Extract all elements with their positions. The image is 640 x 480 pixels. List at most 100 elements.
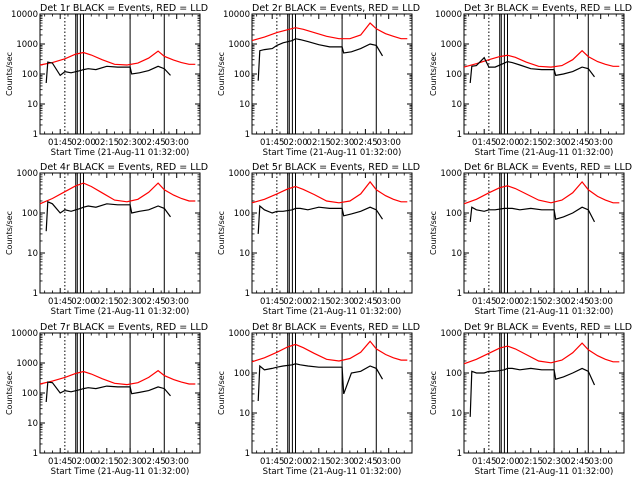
y-axis-label: Counts/sec	[429, 371, 438, 415]
y-tick-label: 10	[239, 100, 250, 110]
y-tick-label: 10	[451, 249, 462, 259]
y-tick-label: 100	[234, 70, 250, 80]
x-axis-label: Start Time (21-Aug-11 01:32:00)	[51, 307, 190, 317]
panel-det-2: Det 2r BLACK = Events, RED = LLD 1 10 100 10…	[217, 3, 420, 158]
plot-frame	[251, 332, 413, 454]
x-tick-label: 02:45	[353, 457, 378, 467]
x-tick-label: 02:30	[118, 138, 143, 148]
y-tick-label: 100	[22, 209, 38, 219]
x-tick-label: 02:00	[283, 457, 308, 467]
x-axis-label: Start Time (21-Aug-11 01:32:00)	[263, 307, 402, 317]
y-tick-label: 100	[446, 209, 462, 219]
x-tick-label: 01:45	[48, 297, 73, 307]
series-line-events	[257, 38, 384, 81]
x-tick-label: 03:00	[164, 457, 189, 467]
y-tick-label: 1000	[440, 169, 462, 179]
x-axis-label: Start Time (21-Aug-11 01:32:00)	[51, 467, 190, 477]
y-tick-label: 10	[27, 249, 38, 259]
plot-title: Det 7r BLACK = Events, RED = LLD	[40, 322, 208, 333]
series-line-events	[257, 204, 384, 234]
plot-title: Det 6r BLACK = Events, RED = LLD	[464, 162, 632, 173]
x-tick-label: 02:45	[141, 138, 166, 148]
plot-frame	[39, 172, 201, 294]
panel-det-8: Det 8r BLACK = Events, RED = LLD 1 10 100 10…	[217, 322, 420, 477]
plot-frame	[251, 13, 413, 135]
x-tick-label: 02:15	[307, 457, 332, 467]
x-tick-label: 02:15	[95, 138, 120, 148]
x-tick-label: 02:30	[118, 457, 143, 467]
x-axis-label: Start Time (21-Aug-11 01:32:00)	[475, 148, 614, 158]
x-tick-label: 02:15	[307, 297, 332, 307]
x-tick-label: 02:30	[542, 138, 567, 148]
series-line-lld	[39, 182, 196, 205]
y-tick-label: 1000	[228, 40, 250, 50]
series-line-lld	[39, 50, 196, 66]
plot-title: Det 8r BLACK = Events, RED = LLD	[252, 322, 420, 333]
x-tick-label: 02:45	[141, 297, 166, 307]
series-line-events	[45, 381, 171, 403]
series-line-events	[469, 367, 596, 417]
x-tick-label: 01:45	[472, 297, 497, 307]
x-tick-label: 02:15	[519, 457, 544, 467]
plot-frame	[39, 332, 201, 454]
x-tick-label: 01:45	[48, 457, 73, 467]
series-line-lld	[251, 22, 408, 42]
x-tick-label: 03:00	[588, 297, 613, 307]
x-tick-label: 03:00	[376, 457, 401, 467]
x-axis-label: Start Time (21-Aug-11 01:32:00)	[51, 148, 190, 158]
y-tick-label: 100	[446, 70, 462, 80]
x-tick-label: 02:45	[565, 138, 590, 148]
y-tick-label: 100	[234, 209, 250, 219]
y-axis-label: Counts/sec	[217, 371, 226, 415]
x-tick-label: 02:30	[118, 297, 143, 307]
x-axis-label: Start Time (21-Aug-11 01:32:00)	[263, 467, 402, 477]
x-tick-label: 03:00	[164, 297, 189, 307]
x-tick-label: 02:00	[283, 138, 308, 148]
y-axis-label: Counts/sec	[5, 211, 14, 255]
y-tick-label: 10	[239, 249, 250, 259]
x-tick-label: 02:00	[71, 297, 96, 307]
x-tick-label: 02:45	[353, 138, 378, 148]
x-tick-label: 02:00	[71, 457, 96, 467]
y-tick-label: 1	[457, 130, 462, 140]
x-tick-label: 02:15	[519, 138, 544, 148]
x-tick-label: 02:45	[565, 297, 590, 307]
y-tick-label: 1	[245, 130, 250, 140]
x-tick-label: 03:00	[376, 138, 401, 148]
y-tick-label: 100	[446, 369, 462, 379]
panel-det-7: Det 7r BLACK = Events, RED = LLD 1 10 100 10…	[5, 322, 208, 477]
series-line-events	[469, 206, 596, 223]
y-tick-label: 10000	[11, 10, 38, 20]
y-tick-label: 1	[33, 449, 38, 459]
y-axis-label: Counts/sec	[5, 52, 14, 96]
y-tick-label: 10	[451, 409, 462, 419]
panel-det-6: Det 6r BLACK = Events, RED = LLD 1 10 100 10…	[429, 162, 632, 317]
x-tick-label: 02:00	[283, 297, 308, 307]
x-tick-label: 01:45	[260, 138, 285, 148]
series-line-lld	[463, 180, 620, 205]
x-tick-label: 02:00	[495, 457, 520, 467]
series-line-events	[45, 61, 171, 84]
plot-title: Det 5r BLACK = Events, RED = LLD	[252, 162, 420, 173]
x-tick-label: 02:15	[95, 457, 120, 467]
series-line-events	[469, 56, 595, 84]
y-tick-label: 1	[33, 289, 38, 299]
x-tick-label: 02:00	[495, 297, 520, 307]
x-tick-label: 02:45	[141, 457, 166, 467]
y-tick-label: 10000	[11, 329, 38, 339]
x-tick-label: 03:00	[376, 297, 401, 307]
panel-det-9: Det 9r BLACK = Events, RED = LLD 1 10 100 10…	[429, 322, 632, 477]
panel-det-3: Det 3r BLACK = Events, RED = LLD 1 10 100 10…	[429, 3, 632, 158]
y-axis-label: Counts/sec	[429, 52, 438, 96]
x-tick-label: 02:45	[353, 297, 378, 307]
x-tick-label: 02:30	[330, 297, 355, 307]
y-tick-label: 1	[457, 289, 462, 299]
panel-det-4: Det 4r BLACK = Events, RED = LLD 1 10 100 10…	[5, 162, 208, 317]
x-tick-label: 03:00	[164, 138, 189, 148]
plot-frame	[463, 172, 625, 294]
series-line-lld	[463, 342, 620, 365]
x-tick-label: 01:45	[472, 457, 497, 467]
y-tick-label: 1000	[440, 40, 462, 50]
y-axis-label: Counts/sec	[217, 52, 226, 96]
